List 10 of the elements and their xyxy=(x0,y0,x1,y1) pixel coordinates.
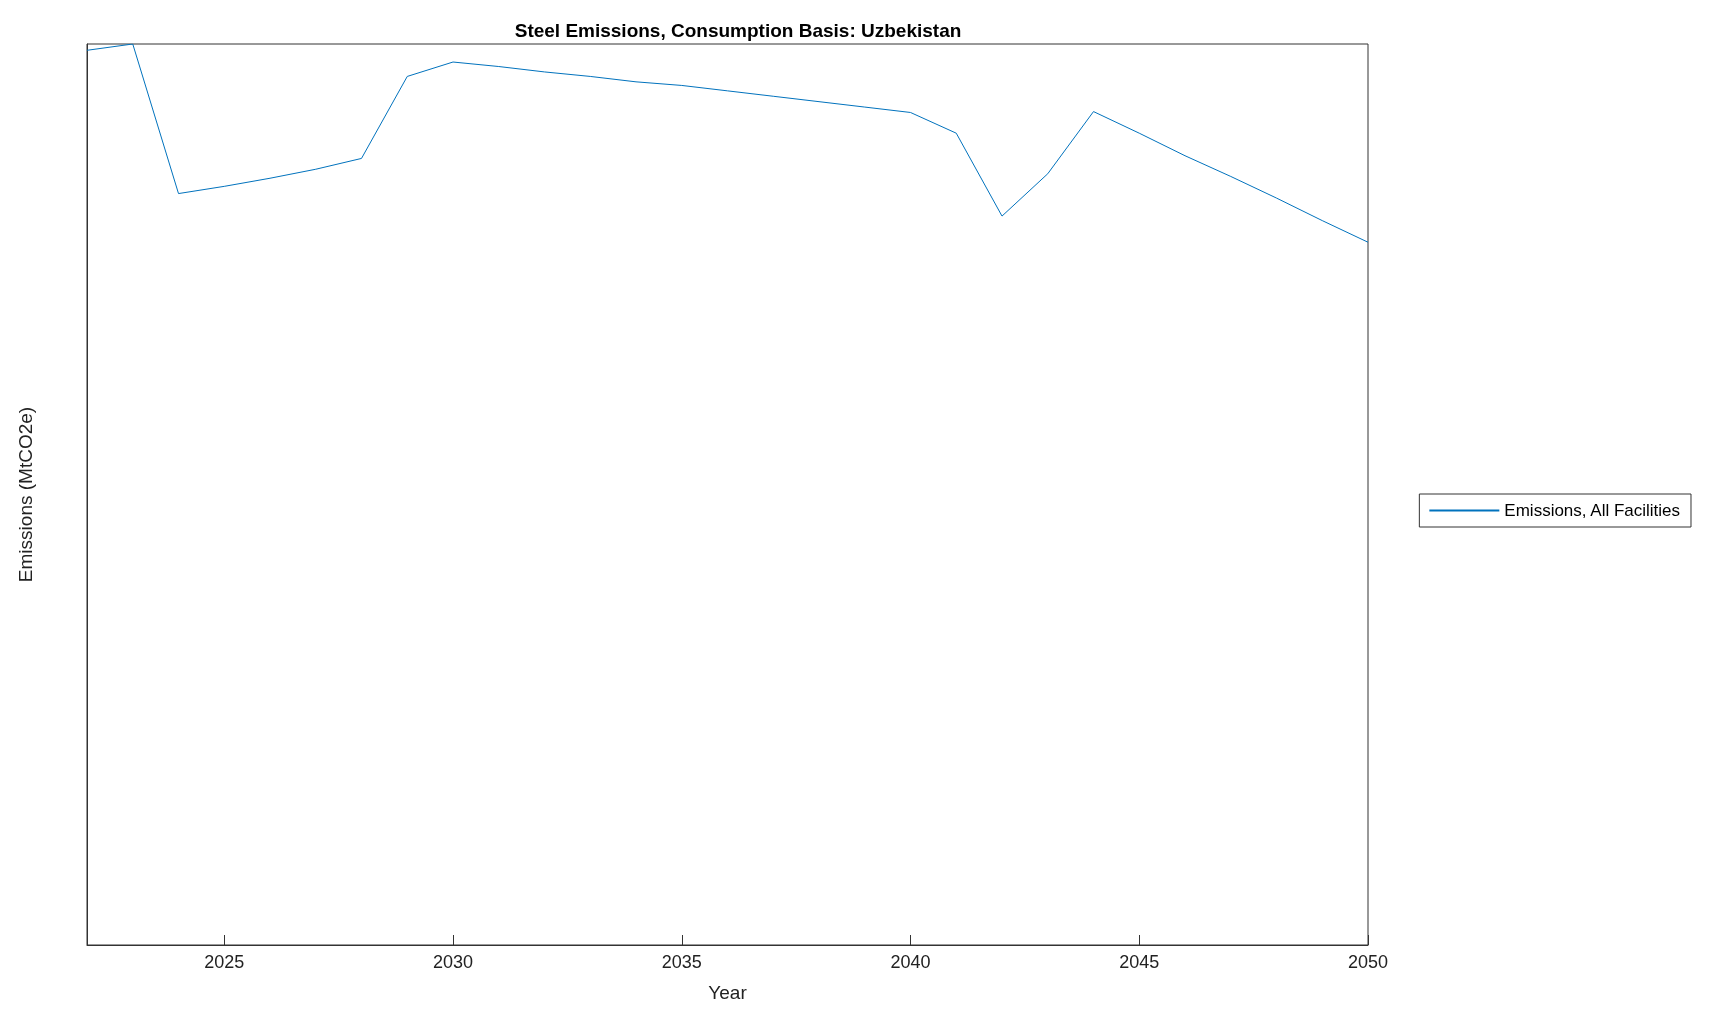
x-axis-title: Year xyxy=(708,982,748,1003)
x-tick-label: 2035 xyxy=(661,952,702,972)
y-axis-title: Emissions (MtCO2e) xyxy=(15,406,36,583)
chart-title: Steel Emissions, Consumption Basis: Uzbekistan xyxy=(514,20,962,41)
x-tick-label: 2045 xyxy=(1119,952,1160,972)
x-tick-label: 2040 xyxy=(890,952,931,972)
x-tick-label: 2030 xyxy=(432,952,474,972)
x-tick-label: 2050 xyxy=(1347,952,1389,972)
x-tick-label: 2025 xyxy=(204,952,245,972)
legend-label: Emissions, All Facilities xyxy=(1504,501,1681,520)
